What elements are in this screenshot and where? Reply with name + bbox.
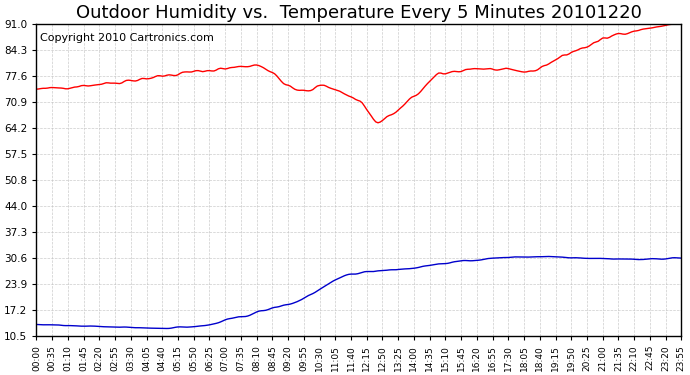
Title: Outdoor Humidity vs.  Temperature Every 5 Minutes 20101220: Outdoor Humidity vs. Temperature Every 5… xyxy=(76,4,642,22)
Text: Copyright 2010 Cartronics.com: Copyright 2010 Cartronics.com xyxy=(39,33,213,43)
